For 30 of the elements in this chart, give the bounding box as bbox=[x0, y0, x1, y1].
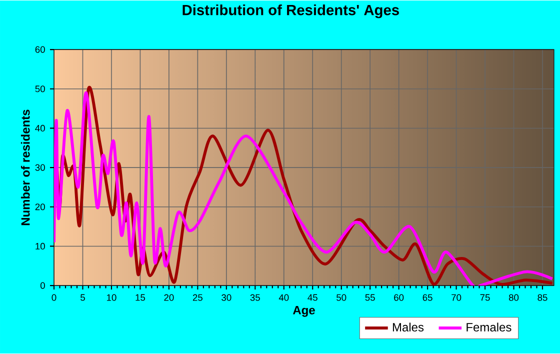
x-tick-label: 75 bbox=[480, 294, 490, 301]
legend-label: Males bbox=[392, 322, 424, 332]
x-axis-title: Age bbox=[292, 306, 315, 318]
y-tick-label: 0 bbox=[40, 282, 45, 290]
x-tick-label: 65 bbox=[422, 294, 432, 302]
x-tick-label: 10 bbox=[107, 294, 116, 302]
x-tick-label: 80 bbox=[508, 294, 519, 302]
x-tick-label: 45 bbox=[308, 294, 318, 301]
y-tick-label: 30 bbox=[35, 164, 45, 172]
y-tick-label: 50 bbox=[35, 86, 45, 92]
x-tick-label: 40 bbox=[278, 294, 289, 302]
x-tick-label: 20 bbox=[164, 294, 174, 302]
x-tick-label: 70 bbox=[452, 294, 462, 302]
x-tick-label: 50 bbox=[336, 294, 346, 302]
y-tick-label: 40 bbox=[35, 125, 45, 132]
x-tick-label: 35 bbox=[250, 294, 260, 302]
y-tick-label: 20 bbox=[35, 204, 45, 210]
x-tick-label: 0 bbox=[52, 294, 56, 302]
x-tick-label: 85 bbox=[538, 294, 548, 302]
y-tick-label: 10 bbox=[36, 243, 45, 250]
x-tick-label: 60 bbox=[394, 294, 404, 302]
legend-label: Females bbox=[466, 322, 512, 332]
x-tick-label: 25 bbox=[192, 294, 202, 302]
x-tick-label: 30 bbox=[222, 294, 232, 302]
x-tick-label: 55 bbox=[365, 294, 375, 301]
y-axis-title: Number of residents bbox=[20, 110, 30, 226]
x-tick-label: 15 bbox=[136, 294, 145, 301]
y-tick-label: 60 bbox=[35, 46, 45, 54]
chart-title: Distribution of Residents' Ages bbox=[182, 4, 399, 18]
x-tick-label: 5 bbox=[80, 294, 85, 301]
